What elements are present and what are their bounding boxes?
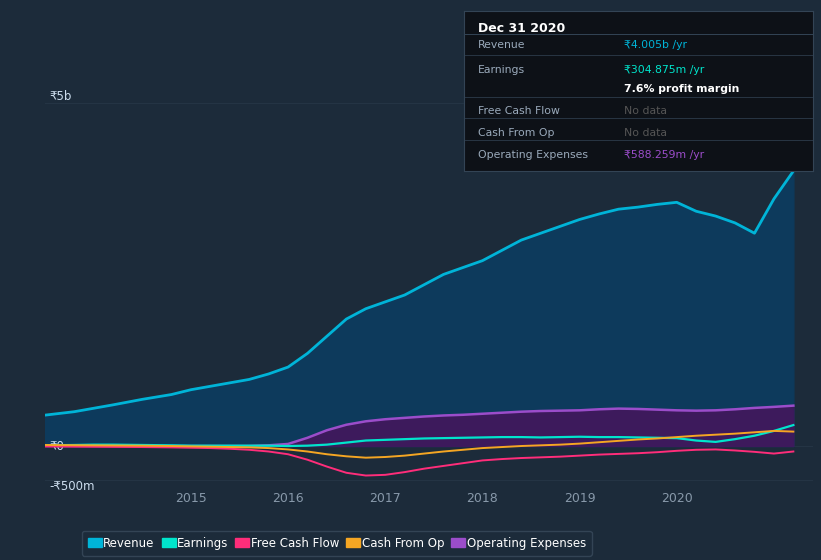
Text: Revenue: Revenue xyxy=(478,40,525,50)
Text: Cash From Op: Cash From Op xyxy=(478,128,554,138)
Text: ₹588.259m /yr: ₹588.259m /yr xyxy=(624,150,704,160)
Text: -₹500m: -₹500m xyxy=(49,480,94,493)
Text: 7.6% profit margin: 7.6% profit margin xyxy=(624,84,740,94)
Text: Operating Expenses: Operating Expenses xyxy=(478,150,588,160)
Legend: Revenue, Earnings, Free Cash Flow, Cash From Op, Operating Expenses: Revenue, Earnings, Free Cash Flow, Cash … xyxy=(82,531,592,556)
Text: No data: No data xyxy=(624,128,667,138)
Text: Earnings: Earnings xyxy=(478,64,525,74)
Text: ₹0: ₹0 xyxy=(49,440,64,452)
Text: Free Cash Flow: Free Cash Flow xyxy=(478,106,560,116)
Text: ₹4.005b /yr: ₹4.005b /yr xyxy=(624,40,687,50)
Text: ₹5b: ₹5b xyxy=(49,90,71,103)
Text: Dec 31 2020: Dec 31 2020 xyxy=(478,22,565,35)
Text: ₹304.875m /yr: ₹304.875m /yr xyxy=(624,64,704,74)
Text: No data: No data xyxy=(624,106,667,116)
